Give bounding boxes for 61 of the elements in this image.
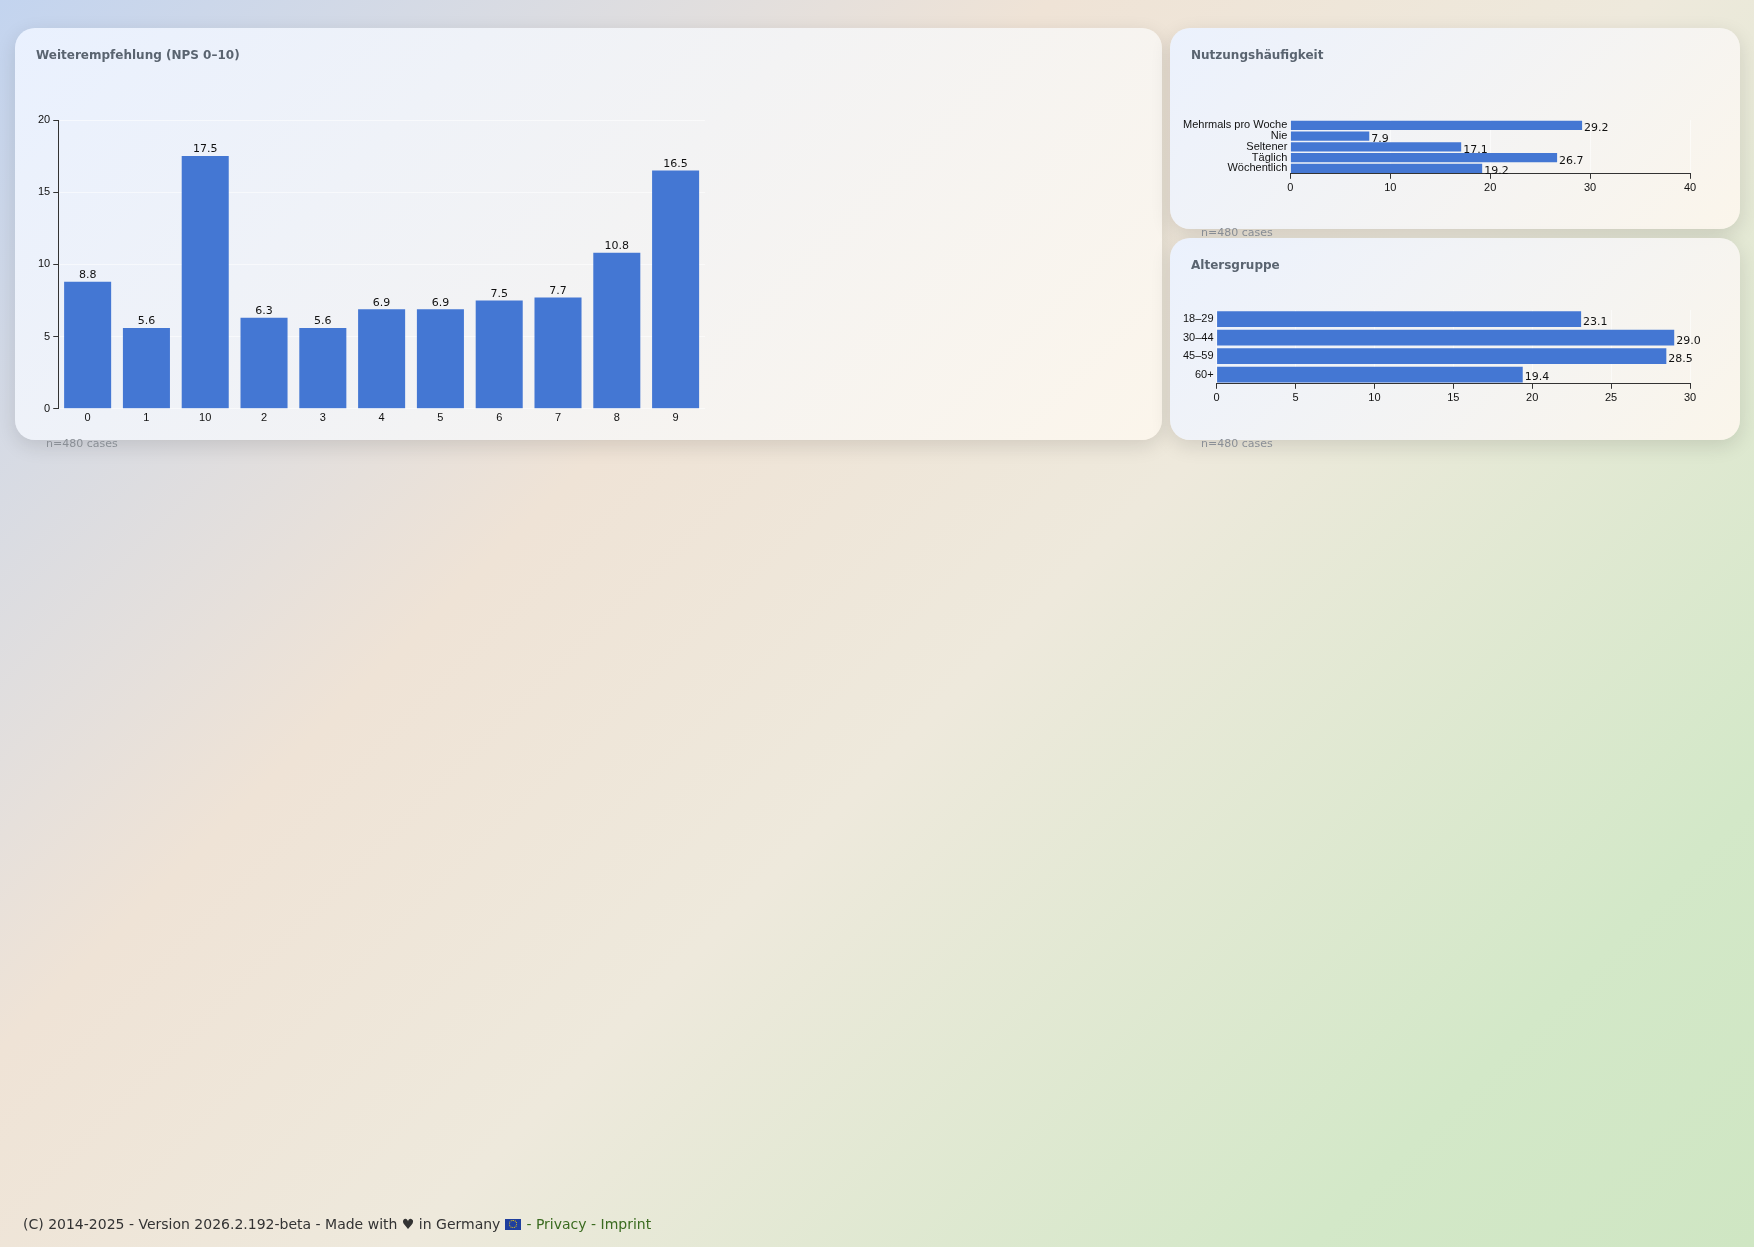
data-label: 16.5: [663, 156, 688, 170]
x-tick-label: 40: [1683, 181, 1697, 194]
data-label: 6.9: [431, 295, 450, 309]
chart-title: Altersgruppe: [1191, 258, 1280, 272]
data-label: 28.5: [1668, 351, 1693, 365]
x-tick-label: 5: [1292, 391, 1299, 404]
chart-title: Weiterempfehlung (NPS 0–10): [36, 48, 240, 62]
y-tick-label: 60+: [1194, 367, 1214, 380]
x-tick-label: 10: [199, 411, 212, 424]
x-tick-label: 7: [554, 411, 562, 424]
x-tick-label: 6: [496, 411, 503, 424]
text: n=480 cases: [1201, 226, 1273, 239]
text: (C) 2014-2025 - Version 2026.2.192-beta - Made with ♥ in Germany: [23, 1216, 501, 1232]
data-label: 19.4: [1524, 370, 1550, 384]
x-tick-label: 3: [319, 411, 326, 424]
x-tick-label: 5: [437, 411, 444, 424]
data-label: 26.7: [1559, 153, 1584, 167]
data-label: 6.9: [372, 295, 391, 309]
y-tick-label: Wöchentlich: [1227, 161, 1288, 174]
x-tick-label: 20: [1526, 391, 1539, 404]
data-label: 23.1: [1583, 315, 1608, 329]
data-label: 7.5: [490, 286, 508, 300]
y-tick-label: 45–59: [1182, 349, 1214, 362]
data-label: 6.3: [255, 304, 273, 318]
data-label: 29.2: [1584, 121, 1609, 135]
x-tick-label: 15: [1447, 391, 1460, 404]
chart-title: Nutzungshäufigkeit: [1191, 48, 1324, 62]
data-label: 29.0: [1676, 333, 1701, 347]
text: - Privacy - Imprint: [526, 1216, 652, 1232]
y-tick-label: Täglich: [1251, 150, 1288, 163]
x-tick-label: 25: [1604, 391, 1618, 404]
data-label: 8.8: [78, 268, 97, 282]
x-tick-label: 9: [672, 411, 679, 424]
x-tick-label: 1: [143, 411, 150, 424]
data-label: 17.1: [1463, 142, 1488, 156]
x-tick-label: 10: [1368, 391, 1381, 404]
x-tick-label: 4: [378, 411, 385, 424]
y-tick-label: Seltener: [1246, 139, 1288, 152]
y-tick-label: 5: [44, 329, 51, 342]
data-label: 7.9: [1371, 132, 1389, 145]
text: n=480 cases: [46, 437, 118, 450]
x-tick-label: 30: [1683, 391, 1697, 404]
y-tick-label: Mehrmals pro Woche: [1182, 118, 1288, 131]
data-label: 5.6: [314, 314, 332, 328]
x-tick-label: 8: [613, 411, 620, 424]
data-label: 7.7: [549, 283, 567, 297]
text: n=480 cases: [1201, 437, 1273, 450]
y-tick-label: Nie: [1270, 129, 1288, 142]
y-tick-label: 10: [37, 257, 51, 270]
x-tick-label: 2: [260, 411, 268, 424]
y-tick-label: 20: [37, 113, 51, 126]
data-label: 17.5: [192, 142, 218, 156]
y-tick-label: 0: [44, 401, 51, 414]
x-tick-label: 0: [84, 411, 91, 424]
x-tick-label: 20: [1484, 181, 1497, 194]
data-label: 10.8: [604, 239, 630, 253]
x-tick-label: 10: [1384, 181, 1397, 194]
x-tick-label: 30: [1583, 181, 1597, 194]
y-tick-label: 30–44: [1182, 330, 1214, 343]
data-label: 5.6: [137, 314, 156, 328]
y-tick-label: 18–29: [1182, 312, 1214, 325]
